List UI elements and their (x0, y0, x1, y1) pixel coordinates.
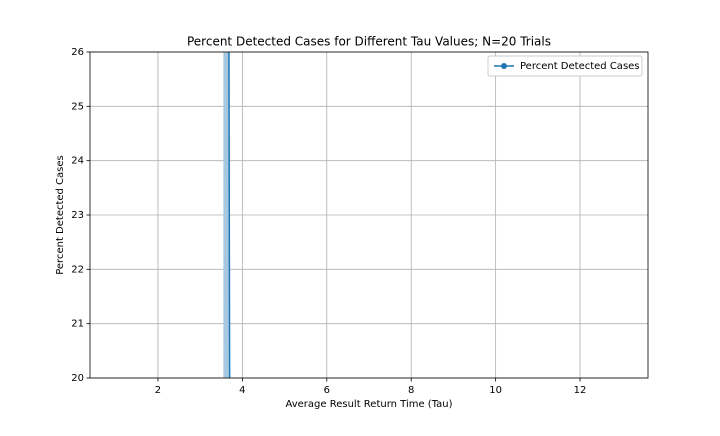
legend-marker (501, 63, 507, 69)
y-tick-label: 21 (71, 319, 84, 330)
legend: Percent Detected Cases (487, 55, 643, 77)
y-tick-label: 26 (71, 47, 84, 58)
y-tick-label: 23 (71, 210, 84, 221)
grid-layer (90, 51, 648, 379)
x-tick-label: 4 (239, 385, 245, 396)
legend-box (487, 55, 643, 77)
chart-title: Percent Detected Cases for Different Tau… (187, 35, 551, 49)
legend-label: Percent Detected Cases (520, 61, 640, 72)
x-axis-label: Average Result Return Time (Tau) (285, 399, 452, 410)
confidence-band (223, 52, 229, 378)
x-tick-label: 6 (324, 385, 330, 396)
y-tick-label: 24 (71, 156, 84, 167)
x-tick-label: 2 (155, 385, 161, 396)
x-tick-label: 10 (489, 385, 502, 396)
data-layer (223, 52, 231, 378)
y-axis-label: Percent Detected Cases (55, 155, 66, 275)
y-tick-label: 22 (71, 264, 84, 275)
y-tick-label: 20 (71, 373, 84, 384)
x-tick-label: 12 (574, 385, 587, 396)
y-tick-label: 25 (71, 101, 84, 112)
data-line (228, 52, 231, 378)
x-tick-label: 8 (408, 385, 414, 396)
